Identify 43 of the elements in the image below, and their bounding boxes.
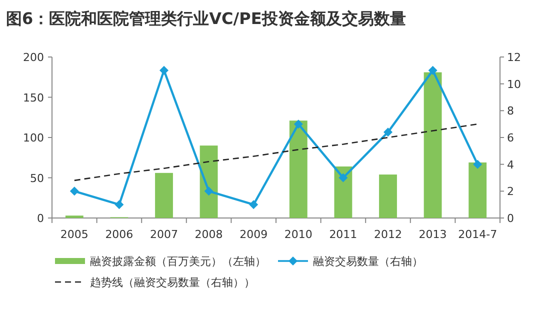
x-tick-label: 2007 bbox=[150, 228, 178, 241]
x-tick-label: 2012 bbox=[374, 228, 402, 241]
y-tick-label: 0 bbox=[37, 212, 44, 225]
x-tick-label: 2013 bbox=[418, 228, 447, 241]
point bbox=[70, 186, 79, 196]
y2-tick-label: 0 bbox=[507, 212, 514, 225]
y2-tick-label: 8 bbox=[507, 104, 514, 118]
legend-label: 融资交易数量（右轴） bbox=[313, 255, 423, 268]
x-tick-label: 2010 bbox=[284, 228, 312, 241]
x-tick-label: 2006 bbox=[105, 228, 134, 241]
x-tick-label: 2014-7 bbox=[458, 228, 498, 241]
point bbox=[249, 200, 258, 210]
point bbox=[204, 186, 214, 196]
bar bbox=[200, 146, 218, 218]
x-tick-label: 2008 bbox=[194, 228, 223, 241]
y-tick-label: 200 bbox=[23, 51, 44, 64]
y-tick-label: 50 bbox=[30, 172, 44, 185]
bar bbox=[334, 166, 352, 218]
y2-tick-label: 6 bbox=[507, 132, 514, 144]
bar bbox=[155, 172, 173, 218]
point bbox=[428, 66, 438, 75]
point bbox=[114, 200, 124, 210]
y-tick-label: 150 bbox=[23, 91, 44, 104]
x-tick-label: 2005 bbox=[60, 228, 88, 241]
x-tick-label: 2009 bbox=[240, 228, 268, 241]
point bbox=[338, 173, 348, 182]
point bbox=[160, 66, 168, 75]
title: 图6：医院和医院管理类行业VC/PE投资金额及交易数量 bbox=[6, 9, 406, 28]
legend-label: 融资披露金额（百万美元）（左轴） bbox=[90, 255, 266, 268]
bar bbox=[468, 162, 487, 218]
legend-label: 趋势线（融资交易数量（右轴）） bbox=[90, 276, 255, 289]
bar bbox=[289, 120, 308, 218]
y2-tick-label: 12 bbox=[507, 51, 521, 64]
point bbox=[473, 160, 482, 169]
point bbox=[384, 128, 392, 137]
y-tick-label: 100 bbox=[23, 132, 44, 144]
x-tick-label: 2011 bbox=[329, 228, 358, 241]
y2-tick-label: 2 bbox=[507, 185, 514, 198]
point bbox=[294, 120, 303, 129]
y2-tick-label: 4 bbox=[507, 158, 514, 172]
bar bbox=[424, 72, 442, 218]
bar bbox=[379, 174, 397, 218]
y2-tick-label: 10 bbox=[507, 78, 521, 91]
